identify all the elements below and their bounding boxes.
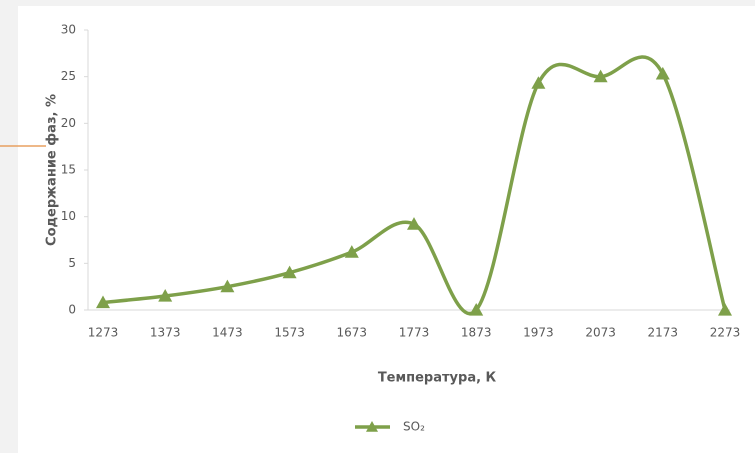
x-tick-label: 2173 xyxy=(648,326,679,340)
x-tick-label: 2073 xyxy=(585,326,616,340)
series-line xyxy=(102,55,727,316)
legend-marker xyxy=(366,421,378,432)
y-tick-label: 0 xyxy=(68,303,76,317)
x-tick-label: 1473 xyxy=(212,326,243,340)
y-tick-label: 30 xyxy=(61,23,76,37)
marker xyxy=(407,217,421,230)
y-tick-label: 15 xyxy=(61,163,76,177)
x-tick-label: 1573 xyxy=(274,326,305,340)
marker xyxy=(593,69,608,83)
marker xyxy=(158,289,173,302)
marker xyxy=(220,279,235,293)
x-tick-label: 1673 xyxy=(337,326,368,340)
y-tick-label: 20 xyxy=(61,116,76,130)
marker xyxy=(655,66,670,80)
marker xyxy=(344,245,359,258)
marker xyxy=(718,303,732,316)
y-tick-label: 10 xyxy=(61,209,76,223)
marker xyxy=(469,303,484,316)
x-tick-label: 1973 xyxy=(523,326,554,340)
marker xyxy=(531,76,546,89)
x-tick-label: 1273 xyxy=(88,326,119,340)
x-tick-label: 2273 xyxy=(710,326,741,340)
y-tick-label: 25 xyxy=(61,69,76,83)
y-tick-label: 5 xyxy=(68,256,76,270)
legend-label: SO₂ xyxy=(403,420,425,434)
marker xyxy=(282,265,297,279)
x-tick-label: 1773 xyxy=(399,326,430,340)
x-axis-title: Температура, К xyxy=(378,371,497,386)
y-axis-title: Содержание фаз, % xyxy=(45,94,60,246)
x-tick-label: 1873 xyxy=(461,326,492,340)
marker xyxy=(96,295,110,309)
x-tick-label: 1373 xyxy=(150,326,181,340)
